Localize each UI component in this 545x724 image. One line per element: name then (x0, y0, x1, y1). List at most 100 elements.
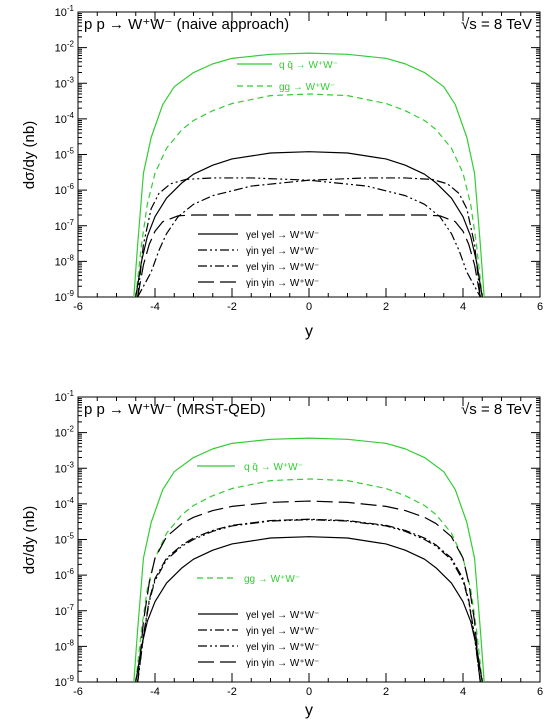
legend-label: gg → W⁺W⁻ (279, 82, 335, 93)
y-tick-exponent: -3 (67, 460, 75, 469)
series-line-3 (135, 536, 483, 682)
chart-panel-1: 10-910-810-710-610-510-410-310-210-1-6 -4… (21, 4, 543, 340)
y-tick-label: 10-3 (55, 460, 75, 475)
y-tick-exponent: -6 (67, 567, 75, 576)
chart-title: p p → W⁺W⁻ (naive approach) (84, 16, 289, 33)
y-tick-label: 10-8 (55, 253, 75, 268)
y-tick-label: 10-8 (55, 638, 75, 653)
y-tick-label: 10-5 (55, 147, 75, 162)
y-axis-label: dσ/dy (nb) (21, 506, 38, 574)
series-line-4 (137, 518, 481, 682)
y-tick-label: 10-3 (55, 75, 75, 90)
y-tick-label: 10-4 (55, 496, 75, 511)
y-tick-exponent: -1 (67, 389, 75, 398)
y-tick-label: 10-2 (55, 425, 75, 440)
y-tick-base: 10 (55, 114, 67, 126)
legend-label: γin γin → W⁺W⁻ (246, 278, 319, 289)
y-tick-exponent: -2 (67, 425, 75, 434)
x-tick-label: 6 (537, 686, 543, 698)
legend-label: gg → W⁺W⁻ (244, 574, 300, 585)
y-tick-base: 10 (55, 463, 67, 475)
series-line-5 (137, 177, 481, 297)
y-tick-base: 10 (55, 641, 67, 653)
y-tick-exponent: -8 (67, 638, 75, 647)
y-tick-exponent: -2 (67, 40, 75, 49)
y-tick-label: 10-5 (55, 532, 75, 547)
y-tick-base: 10 (55, 677, 67, 689)
y-tick-base: 10 (55, 7, 67, 19)
x-tick-label: -6 (73, 301, 83, 313)
y-tick-label: 10-4 (55, 111, 75, 126)
y-tick-base: 10 (55, 499, 67, 511)
series-line-4 (137, 177, 481, 297)
y-tick-base: 10 (55, 78, 67, 90)
x-tick-label: -4 (150, 686, 160, 698)
legend-upper-center: q q̄ → W⁺W⁻ (197, 462, 303, 473)
y-tick-base: 10 (55, 392, 67, 404)
y-tick-exponent: -3 (67, 75, 75, 84)
legend-label: γin γin → W⁺W⁻ (246, 658, 319, 669)
y-tick-base: 10 (55, 570, 67, 582)
y-tick-exponent: -7 (67, 603, 75, 612)
series-line-2 (135, 93, 483, 297)
y-tick-exponent: -7 (67, 218, 75, 227)
y-tick-label: 10-9 (55, 289, 75, 304)
series-line-1 (133, 52, 485, 297)
x-tick-label: 4 (460, 301, 466, 313)
y-tick-exponent: -5 (67, 147, 75, 156)
y-tick-exponent: -9 (67, 674, 75, 683)
legend-label: γel γel → W⁺W⁻ (246, 230, 319, 241)
y-tick-base: 10 (55, 535, 67, 547)
x-tick-label: 2 (383, 301, 389, 313)
y-tick-label: 10-1 (55, 389, 75, 404)
y-tick-exponent: -4 (67, 111, 75, 120)
y-tick-exponent: -4 (67, 496, 75, 505)
y-tick-base: 10 (55, 292, 67, 304)
energy-label: √s = 8 TeV (461, 16, 532, 33)
legend-label: γin γel → W⁺W⁻ (246, 626, 319, 637)
series-line-3 (135, 151, 483, 297)
y-axis-label: dσ/dy (nb) (21, 121, 38, 189)
series-line-1 (133, 437, 485, 682)
x-tick-label: 0 (306, 301, 312, 313)
y-tick-exponent: -8 (67, 253, 75, 262)
chart-panel-2: 10-910-810-710-610-510-410-310-210-1-6 -4… (21, 389, 543, 719)
x-tick-label: -6 (73, 686, 83, 698)
series-line-6 (137, 214, 481, 297)
y-tick-label: 10-7 (55, 218, 75, 233)
y-tick-exponent: -5 (67, 532, 75, 541)
y-tick-label: 10-6 (55, 182, 75, 197)
y-tick-base: 10 (55, 43, 67, 55)
legend-label: γel γel → W⁺W⁻ (246, 610, 319, 621)
y-tick-exponent: -6 (67, 182, 75, 191)
x-axis-label: y (305, 323, 313, 340)
y-tick-exponent: -1 (67, 4, 75, 13)
y-tick-base: 10 (55, 150, 67, 162)
legend-label: q q̄ → W⁺W⁻ (244, 462, 303, 473)
y-tick-base: 10 (55, 256, 67, 268)
y-tick-exponent: -9 (67, 289, 75, 298)
y-tick-base: 10 (55, 428, 67, 440)
x-tick-label: -2 (227, 686, 237, 698)
x-tick-label: 6 (537, 301, 543, 313)
x-axis-label: y (305, 702, 313, 719)
legend-bottom-center: γel γel → W⁺W⁻ γin γel → W⁺W⁻ γel γin → W⁺… (198, 610, 319, 669)
legend-bottom-center: γel γel → W⁺W⁻ γin γel → W⁺W⁻ γel γin → W⁺… (198, 230, 319, 289)
series-group (133, 52, 485, 297)
y-tick-label: 10-7 (55, 603, 75, 618)
chart-title: p p → W⁺W⁻ (MRST-QED) (84, 401, 266, 418)
legend-top-center: q q̄ → W⁺W⁻ gg → W⁺W⁻ (237, 60, 338, 93)
legend-label: q q̄ → W⁺W⁻ (279, 60, 338, 71)
series-line-5 (137, 519, 481, 682)
x-tick-label: 4 (460, 686, 466, 698)
y-tick-label: 10-2 (55, 40, 75, 55)
legend-label: γel γin → W⁺W⁻ (246, 642, 319, 653)
x-tick-label: 2 (383, 686, 389, 698)
series-line-6 (137, 500, 481, 682)
y-tick-label: 10-6 (55, 567, 75, 582)
y-tick-label: 10-9 (55, 674, 75, 689)
x-tick-label: 0 (306, 686, 312, 698)
y-tick-base: 10 (55, 606, 67, 618)
y-tick-base: 10 (55, 185, 67, 197)
legend-label: γin γel → W⁺W⁻ (246, 246, 319, 257)
